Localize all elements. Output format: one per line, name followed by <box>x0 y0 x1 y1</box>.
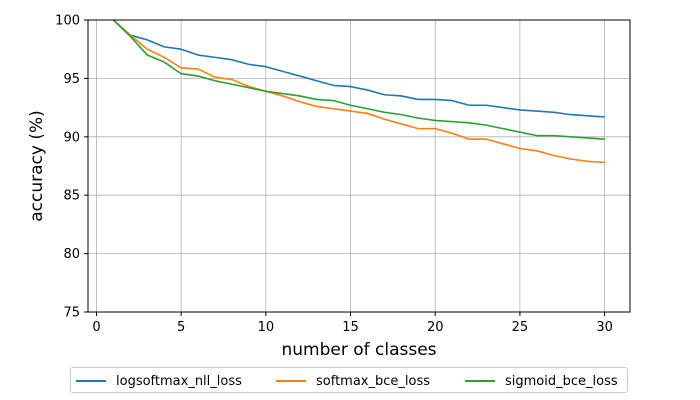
legend-item-series-1: logsoftmax_nll_loss <box>76 373 242 389</box>
y-axis-ticks: 75 80 85 90 95 100 <box>55 14 88 321</box>
x-tick-label: 25 <box>512 320 529 335</box>
y-tick-label: 75 <box>63 306 80 321</box>
legend-label-series-1: logsoftmax_nll_loss <box>116 373 242 389</box>
x-tick-label: 10 <box>258 320 275 335</box>
legend: logsoftmax_nll_loss softmax_bce_loss sig… <box>70 367 628 393</box>
series-line-3 <box>112 20 605 140</box>
legend-item-series-3: sigmoid_bce_loss <box>465 373 618 389</box>
x-axis-ticks: 0 5 10 15 20 25 30 <box>92 312 613 335</box>
legend-swatch-series-1 <box>76 380 106 382</box>
legend-swatch-series-3 <box>465 380 495 382</box>
legend-item-series-2: softmax_bce_loss <box>276 373 430 389</box>
x-axis-title: number of classes <box>281 340 436 360</box>
grid <box>88 19 630 313</box>
legend-swatch-series-2 <box>276 380 306 382</box>
y-tick-label: 100 <box>55 14 80 29</box>
y-tick-label: 90 <box>63 130 80 145</box>
x-tick-label: 0 <box>92 320 100 335</box>
legend-label-series-2: softmax_bce_loss <box>316 373 431 389</box>
series-line-1 <box>112 20 605 118</box>
y-tick-label: 95 <box>63 72 80 87</box>
x-tick-label: 30 <box>596 320 613 335</box>
legend-label-series-3: sigmoid_bce_loss <box>505 373 618 389</box>
y-tick-label: 85 <box>63 189 80 204</box>
y-tick-label: 80 <box>63 247 80 262</box>
plot-area-frame <box>87 19 631 313</box>
x-tick-label: 15 <box>342 320 359 335</box>
x-tick-label: 5 <box>177 320 185 335</box>
x-tick-label: 20 <box>427 320 444 335</box>
series-line-2 <box>112 20 605 164</box>
series-lines <box>112 20 605 164</box>
y-axis-title: accuracy (%) <box>27 110 47 222</box>
